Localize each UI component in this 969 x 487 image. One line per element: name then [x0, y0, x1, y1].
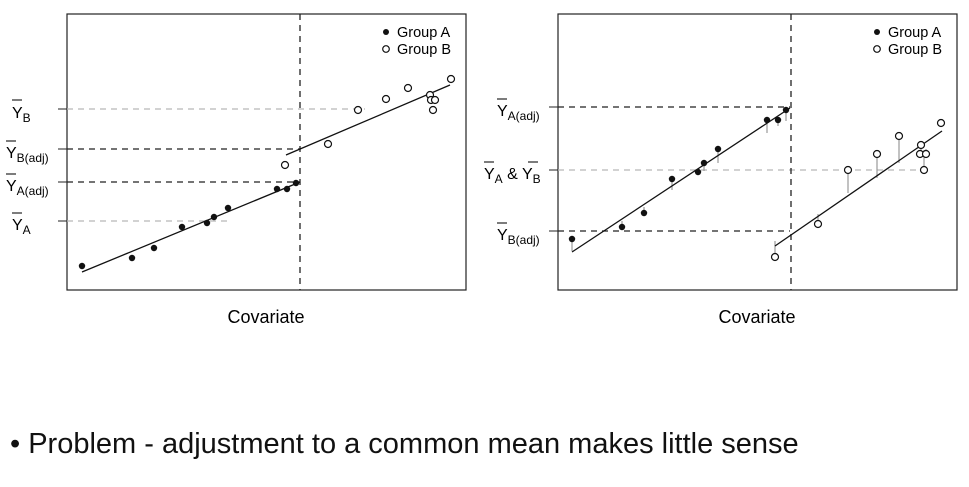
right-point-a — [568, 235, 576, 243]
legend-open-marker — [382, 45, 390, 53]
right-label-yb-adj: YB(adj) — [497, 227, 540, 247]
right-regression-b — [774, 130, 943, 247]
left-point-a — [224, 204, 232, 212]
right-point-b — [916, 140, 926, 150]
legend-filled-marker — [383, 29, 389, 35]
right-group-b-points — [770, 118, 946, 262]
left-label-yb-adj: YB(adj) — [6, 145, 49, 165]
bullet-point-text: • Problem - adjustment to a common mean … — [10, 428, 799, 460]
right-plot-frame — [557, 13, 958, 291]
left-y-labels: YB YB(adj) YA(adj) YA — [6, 99, 49, 237]
legend-group-a: Group A — [397, 25, 451, 41]
right-label-ya-yb: YA & YB — [484, 166, 541, 186]
left-group-a-points — [78, 179, 300, 270]
left-point-b — [353, 105, 363, 115]
right-point-b — [770, 252, 780, 262]
right-x-axis-label: Covariate — [718, 307, 795, 327]
left-point-a — [210, 213, 218, 221]
left-point-a — [128, 254, 136, 262]
left-point-b — [381, 94, 391, 104]
right-point-b — [843, 165, 853, 175]
left-point-b — [323, 139, 333, 149]
right-group-a-points — [568, 106, 790, 243]
left-point-b — [280, 160, 290, 170]
right-panel: Group A Group B YA(adj) YA & YB YB(adj) … — [484, 13, 958, 327]
left-label-ya-adj: YA(adj) — [6, 178, 49, 198]
left-regression-a — [81, 181, 301, 273]
left-plot-frame — [66, 13, 467, 291]
right-point-b — [872, 149, 882, 159]
left-point-a — [203, 219, 211, 227]
right-point-b — [894, 131, 904, 141]
left-group-b-points — [280, 74, 456, 170]
right-point-a — [640, 209, 648, 217]
left-point-a — [273, 185, 281, 193]
right-y-labels: YA(adj) YA & YB YB(adj) — [484, 98, 541, 247]
left-point-a — [78, 262, 86, 270]
right-point-a — [618, 223, 626, 231]
right-point-a — [700, 159, 708, 167]
right-point-b — [921, 149, 931, 159]
right-point-a — [782, 106, 790, 114]
legend-group-b: Group B — [888, 42, 942, 58]
left-x-axis-label: Covariate — [227, 307, 304, 327]
left-panel: Group A Group B YB YB(adj) YA(adj) YA Co… — [6, 13, 467, 327]
legend-group-a: Group A — [888, 25, 942, 41]
right-point-a — [668, 175, 676, 183]
left-point-a — [150, 244, 158, 252]
left-point-b — [428, 105, 438, 115]
left-legend: Group A Group B — [382, 25, 451, 58]
right-point-a — [774, 116, 782, 124]
left-regression-b — [285, 84, 451, 156]
right-residuals-b — [774, 136, 927, 257]
left-point-a — [292, 179, 300, 187]
right-point-a — [714, 145, 722, 153]
right-point-a — [694, 168, 702, 176]
right-point-b — [936, 118, 946, 128]
right-label-ya-adj: YA(adj) — [497, 103, 540, 123]
right-point-a — [763, 116, 771, 124]
right-legend: Group A Group B — [873, 25, 942, 58]
left-point-a — [283, 185, 291, 193]
right-point-b — [919, 165, 929, 175]
left-point-a — [178, 223, 186, 231]
legend-filled-marker — [874, 29, 880, 35]
right-regression-a — [571, 107, 791, 253]
left-point-b — [430, 95, 440, 105]
left-label-ya: YA — [12, 217, 31, 237]
left-point-b — [403, 83, 413, 93]
left-point-b — [446, 74, 456, 84]
right-point-b — [813, 219, 823, 229]
left-label-yb: YB — [12, 105, 31, 125]
legend-open-marker — [873, 45, 881, 53]
legend-group-b: Group B — [397, 42, 451, 58]
